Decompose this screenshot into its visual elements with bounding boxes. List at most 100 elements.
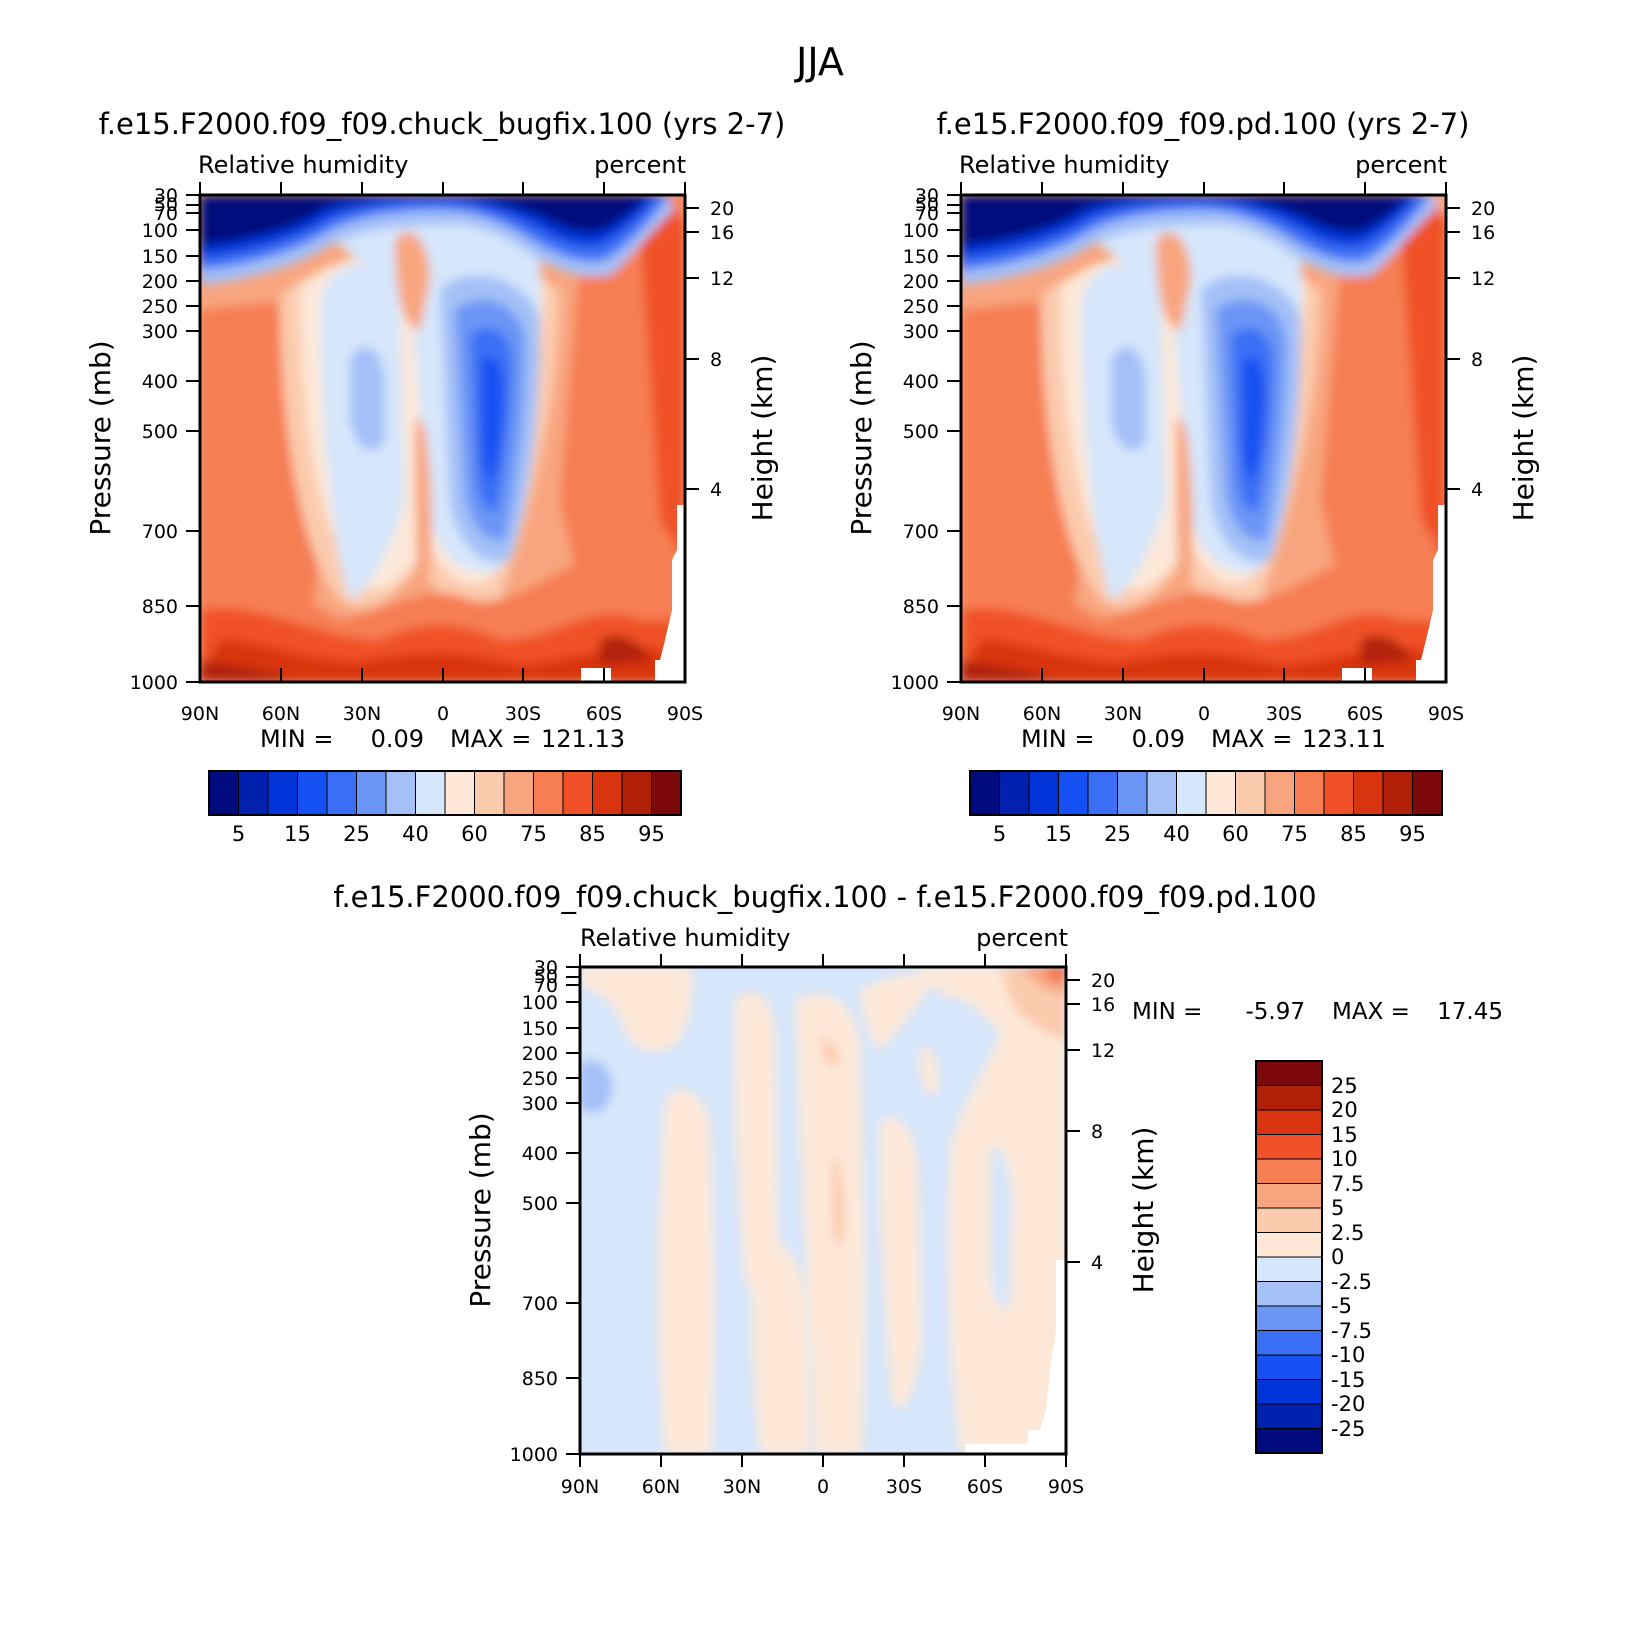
y-tick-label: 500 — [142, 421, 178, 443]
units-label: percent — [594, 151, 686, 179]
y-tick-label: 1000 — [130, 672, 178, 694]
colorbar-label: 15 — [1045, 822, 1072, 846]
colorbar-label: 10 — [1331, 1147, 1358, 1171]
min-value: -5.97 — [1245, 999, 1305, 1025]
colorbar-label: -10 — [1331, 1343, 1365, 1367]
y-tick-label: 300 — [522, 1093, 558, 1115]
x-tick-label: 0 — [437, 703, 449, 725]
y-tick-label: 400 — [903, 371, 939, 393]
colorbar-label: 20 — [1331, 1098, 1358, 1122]
y-tick-label: 250 — [142, 296, 178, 318]
colorbar-swatch — [444, 770, 475, 816]
y-tick-label: 1000 — [510, 1444, 558, 1466]
colorbar-swatch — [1264, 770, 1295, 816]
y-tick-label: 50 — [534, 966, 558, 988]
max-label: MAX = — [1332, 999, 1410, 1025]
y-tick-labels: 30 50 70 100 150 200 250 300 400 500 700… — [891, 185, 939, 694]
x-tick-label: 60N — [1023, 703, 1061, 725]
y-tick-label: 250 — [522, 1068, 558, 1090]
colorbar-label: 85 — [1340, 822, 1367, 846]
x-tick-label: 90S — [1428, 703, 1464, 725]
contour-field — [961, 195, 1446, 682]
x-tick-label: 30N — [1104, 703, 1142, 725]
x-tick-label: 0 — [817, 1476, 829, 1498]
colorbar-label: 15 — [1331, 1123, 1358, 1147]
y-tick-label: 700 — [142, 521, 178, 543]
colorbar-swatch — [1255, 1109, 1323, 1135]
y-tick-label: 700 — [522, 1293, 558, 1315]
right-y-ticks — [1066, 979, 1080, 1263]
min-value: 0.09 — [1132, 725, 1185, 753]
colorbar-swatch — [415, 770, 446, 816]
y-tick-label: 100 — [522, 992, 558, 1014]
colorbar-swatch — [1117, 770, 1148, 816]
right-tick-label: 20 — [1471, 198, 1495, 220]
colorbar-swatch — [592, 770, 623, 816]
x-tick-label: 90N — [942, 703, 980, 725]
right-tick-label: 16 — [1471, 222, 1495, 244]
y-tick-label: 70 — [534, 975, 558, 997]
colorbar-swatch — [1255, 1085, 1323, 1111]
colorbar-label: -5 — [1331, 1294, 1352, 1318]
y-ticks — [186, 194, 200, 683]
y-tick-label: 500 — [903, 421, 939, 443]
colorbar-label: 5 — [1331, 1196, 1344, 1220]
y-axis-title: Pressure (mb) — [464, 1112, 497, 1307]
colorbar-swatch — [1412, 770, 1443, 816]
colorbar-swatch — [1255, 1354, 1323, 1380]
colorbar-swatch — [1255, 1403, 1323, 1429]
x-tick-label: 90S — [667, 703, 703, 725]
right-tick-label: 4 — [1091, 1252, 1103, 1274]
x-tick-labels: 90N 60N 30N 0 30S 60S 90S — [942, 703, 1464, 725]
colorbar-swatch — [1235, 770, 1266, 816]
x-tick-labels: 90N 60N 30N 0 30S 60S 90S — [181, 703, 703, 725]
right-tick-label: 4 — [710, 479, 722, 501]
y-tick-label: 700 — [903, 521, 939, 543]
right-y-ticks — [1446, 207, 1460, 490]
colorbar-swatch — [238, 770, 269, 816]
colorbar-swatch — [1255, 1379, 1323, 1405]
colorbar — [969, 770, 1443, 816]
x-tick-label: 60S — [586, 703, 622, 725]
max-value: 17.45 — [1437, 999, 1503, 1025]
colorbar-swatch — [1255, 1330, 1323, 1356]
x-tick-label: 60N — [642, 1476, 680, 1498]
colorbar-label: 2.5 — [1331, 1221, 1364, 1245]
colorbar-label: -15 — [1331, 1368, 1365, 1392]
colorbar — [1255, 1060, 1323, 1454]
colorbar-label: 25 — [1331, 1074, 1358, 1098]
variable-label: Relative humidity — [198, 151, 408, 179]
colorbar-swatch — [267, 770, 298, 816]
x-tick-label: 30S — [505, 703, 541, 725]
y-tick-label: 500 — [522, 1193, 558, 1215]
right-tick-label: 8 — [1091, 1121, 1103, 1143]
right-tick-label: 12 — [710, 268, 734, 290]
variable-label: Relative humidity — [959, 151, 1169, 179]
panel-title: f.e15.F2000.f09_f09.chuck_bugfix.100 (yr… — [99, 107, 786, 141]
y-tick-label: 50 — [154, 194, 178, 216]
colorbar-swatch — [621, 770, 652, 816]
min-label: MIN = — [260, 725, 333, 753]
y-tick-label: 250 — [903, 296, 939, 318]
colorbar-label: 95 — [1399, 822, 1426, 846]
y-tick-label: 30 — [154, 185, 178, 207]
x-tick-label: 60S — [1347, 703, 1383, 725]
colorbar-label: -7.5 — [1331, 1319, 1372, 1343]
colorbar-swatch — [1176, 770, 1207, 816]
max-value: 123.11 — [1302, 725, 1386, 753]
min-max-readout: MIN = -5.97 MAX = 17.45 — [1132, 999, 1503, 1025]
colorbar-label: 40 — [402, 822, 429, 846]
right-tick-label: 8 — [710, 349, 722, 371]
colorbar-swatch — [1255, 1232, 1323, 1258]
panel-title: f.e15.F2000.f09_f09.chuck_bugfix.100 - f… — [333, 880, 1316, 914]
min-max-readout: MIN = 0.09 MAX = 123.11 — [1021, 725, 1386, 753]
y-tick-label: 200 — [142, 271, 178, 293]
colorbar-swatch — [1255, 1060, 1323, 1086]
colorbar-swatch — [208, 770, 239, 816]
colorbar-swatch — [503, 770, 534, 816]
min-value: 0.09 — [371, 725, 424, 753]
colorbar-label: 60 — [461, 822, 488, 846]
colorbar-swatch — [297, 770, 328, 816]
y-tick-label: 200 — [903, 271, 939, 293]
x-tick-label: 30N — [723, 1476, 761, 1498]
